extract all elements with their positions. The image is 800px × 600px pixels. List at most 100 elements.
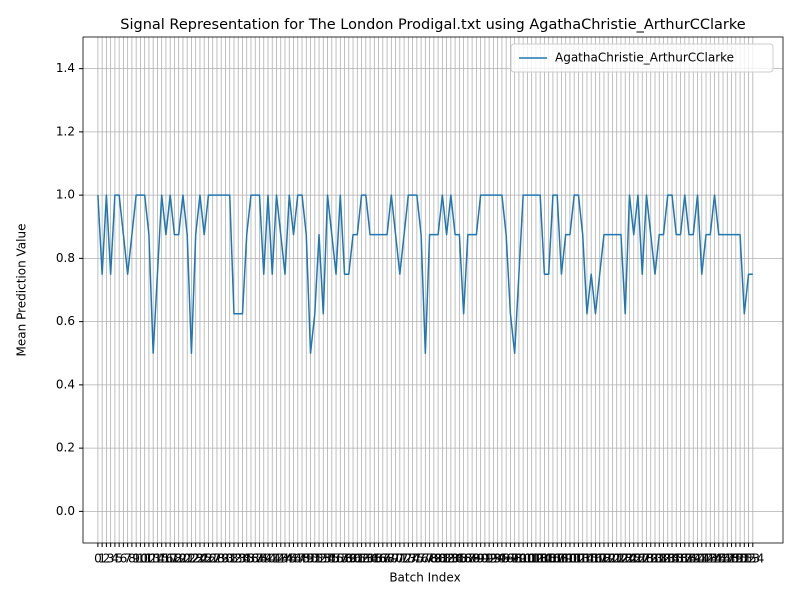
x-tick-label: 94 [490,552,505,566]
x-tick-label: 146 [707,552,730,566]
x-tick-label: 83 [443,552,458,566]
x-tick-label: 3 [107,552,115,566]
x-tick-label: 103 [524,552,547,566]
x-tick-label: 2 [103,552,111,566]
x-tick-label: 10 [133,552,148,566]
x-tick-label: 52 [311,552,326,566]
x-tick-label: 48 [294,552,309,566]
x-tick-label: 68 [379,552,394,566]
x-tick-label: 133 [652,552,675,566]
x-tick-label: 91 [477,552,492,566]
x-tick-label: 13 [146,552,161,566]
x-tick-label: 65 [367,552,382,566]
x-tick-label: 124 [614,552,637,566]
x-tick-label: 102 [520,552,543,566]
x-tick-label: 0 [94,552,102,566]
x-tick-label: 116 [580,552,603,566]
x-tick-label: 142 [690,552,713,566]
x-tick-label: 19 [171,552,186,566]
x-tick-label: 98 [507,552,522,566]
x-tick-label: 99 [511,552,526,566]
y-tick-label: 0.2 [56,441,75,455]
x-tick-label: 11 [137,552,152,566]
x-tick-label: 132 [648,552,671,566]
x-tick-label: 117 [584,552,607,566]
x-tick-label: 97 [503,552,518,566]
x-tick-label: 137 [669,552,692,566]
x-tick-label: 30 [218,552,233,566]
x-tick-label: 126 [622,552,645,566]
x-tick-label: 55 [324,552,339,566]
x-tick-label: 104 [529,552,552,566]
x-tick-label: 8 [128,552,136,566]
x-tick-label: 118 [588,552,611,566]
x-tick-label: 148 [716,552,739,566]
x-tick-label: 70 [388,552,403,566]
x-tick-label: 143 [695,552,718,566]
x-tick-label: 134 [656,552,679,566]
x-tick-label: 123 [610,552,633,566]
x-tick-label: 18 [167,552,182,566]
x-tick-label: 61 [350,552,365,566]
x-tick-label: 51 [307,552,322,566]
x-tick-label: 39 [256,552,271,566]
x-tick-label: 7 [124,552,132,566]
x-tick-label: 129 [635,552,658,566]
x-tick-label: 26 [201,552,216,566]
x-tick-label: 72 [396,552,411,566]
x-tick-label: 69 [384,552,399,566]
x-tick-label: 90 [473,552,488,566]
x-tick-label: 54 [320,552,335,566]
x-tick-label: 25 [197,552,212,566]
x-tick-label: 109 [550,552,573,566]
x-tick-label: 28 [209,552,224,566]
chart-title: Signal Representation for The London Pro… [120,17,745,33]
x-tick-label: 37 [248,552,263,566]
x-tick-label: 73 [401,552,416,566]
x-tick-label: 139 [678,552,701,566]
x-tick-label: 56 [328,552,343,566]
x-tick-label: 4 [111,552,119,566]
x-tick-label: 153 [737,552,760,566]
x-tick-label: 100 [512,552,535,566]
y-axis-label: Mean Prediction Value [15,224,29,357]
x-tick-label: 150 [724,552,747,566]
x-tick-label: 121 [601,552,624,566]
x-tick-label: 84 [447,552,462,566]
plot-frame [82,36,784,544]
x-tick-label: 130 [639,552,662,566]
x-tick-label: 64 [362,552,377,566]
x-tick-label: 27 [205,552,220,566]
x-tick-label: 136 [665,552,688,566]
x-tick-label: 85 [452,552,467,566]
x-tick-label: 112 [563,552,586,566]
x-tick-label: 76 [413,552,428,566]
x-tick-label: 141 [686,552,709,566]
x-tick-label: 6 [120,552,128,566]
x-tick-label: 131 [644,552,667,566]
legend-label: AgathaChristie_ArthurCClarke [555,51,734,65]
x-tick-label: 110 [554,552,577,566]
x-tick-label: 140 [682,552,705,566]
x-tick-label: 1 [98,552,106,566]
x-tick-label: 32 [226,552,241,566]
x-tick-label: 5 [115,552,123,566]
x-tick-label: 113 [567,552,590,566]
x-tick-label: 36 [243,552,258,566]
x-tick-label: 62 [354,552,369,566]
x-tick-label: 29 [214,552,229,566]
x-tick-label: 41 [265,552,280,566]
y-tick-label: 0.8 [56,251,75,265]
legend-box [510,43,774,73]
x-tick-label: 135 [661,552,684,566]
x-tick-label: 58 [337,552,352,566]
x-tick-label: 88 [464,552,479,566]
x-tick-label: 20 [175,552,190,566]
x-tick-label: 115 [575,552,598,566]
x-tick-label: 114 [571,552,594,566]
x-tick-label: 108 [546,552,569,566]
x-tick-label: 122 [605,552,628,566]
x-tick-label: 82 [439,552,454,566]
x-tick-label: 12 [141,552,156,566]
